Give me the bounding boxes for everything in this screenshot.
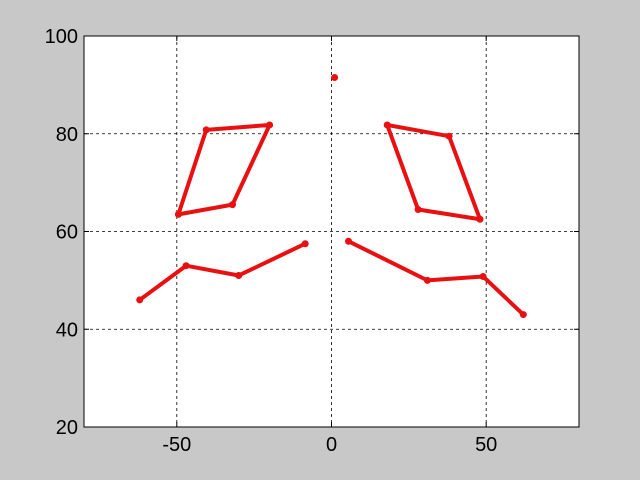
- data-point: [301, 240, 309, 248]
- grid: [84, 36, 579, 427]
- data-point: [414, 206, 422, 214]
- series-4: [345, 237, 527, 319]
- series-3: [136, 240, 309, 304]
- series-line: [137, 241, 308, 302]
- data-point: [174, 210, 182, 218]
- x-axis-ticks: -50 0 50: [162, 36, 497, 456]
- data-point: [423, 276, 431, 284]
- data-point: [345, 237, 353, 245]
- y-axis-ticks: 20 40 60 80 100: [45, 26, 579, 439]
- data-point: [383, 121, 391, 129]
- series-1: [174, 121, 274, 218]
- y-tick-label: 20: [56, 417, 78, 439]
- series-group: [136, 74, 527, 319]
- y-tick-label: 60: [56, 222, 78, 244]
- y-tick-label: 100: [45, 26, 78, 48]
- data-point: [182, 262, 190, 270]
- data-point: [229, 201, 236, 209]
- x-tick-label: 0: [326, 434, 337, 456]
- data-point: [479, 272, 487, 280]
- x-tick-label: -50: [162, 434, 191, 456]
- y-tick-label: 80: [56, 124, 78, 146]
- data-point: [476, 215, 484, 223]
- series-5: [331, 74, 339, 82]
- x-tick-label: 50: [475, 434, 497, 456]
- data-point: [445, 132, 453, 140]
- y-tick-label: 40: [56, 319, 78, 341]
- data-point: [331, 74, 339, 82]
- data-point: [136, 296, 144, 304]
- data-point: [519, 311, 527, 319]
- series-2: [383, 121, 484, 223]
- data-point: [266, 121, 274, 129]
- data-point: [202, 126, 210, 134]
- series-line: [346, 239, 526, 317]
- data-point: [235, 271, 243, 279]
